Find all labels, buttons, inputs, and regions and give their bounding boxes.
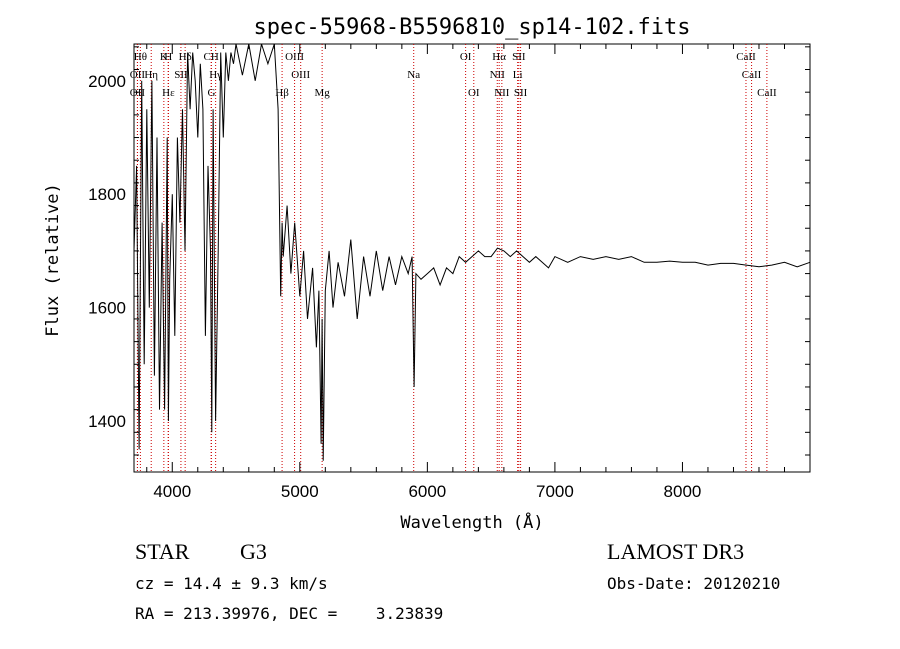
- x-tick-label: 5000: [281, 482, 319, 501]
- spectral-line-label: OIII: [291, 69, 310, 81]
- observation-date: Obs-Date: 20120210: [607, 574, 781, 593]
- y-tick-label: 1800: [88, 185, 126, 204]
- spectral-line-label: CH: [204, 51, 219, 63]
- spectral-line-label: CaII: [757, 87, 777, 99]
- coordinates: RA = 213.39976, DEC = 3.23839: [135, 604, 444, 623]
- redshift-value: cz = 14.4 ± 9.3 km/s: [135, 574, 328, 593]
- spectral-line-label: OII: [130, 69, 146, 81]
- spectral-line-label: Hβ: [275, 87, 289, 99]
- y-tick-label: 1600: [88, 299, 126, 318]
- spectral-line-label: Li: [513, 69, 523, 81]
- spectral-line-label: Hη: [144, 69, 158, 81]
- spectral-line-label: CaII: [736, 51, 756, 63]
- spectral-subclass: G3: [240, 539, 267, 564]
- x-axis-label: Wavelength (Å): [400, 511, 543, 533]
- y-tick-label: 2000: [88, 72, 126, 91]
- x-axis-ticks: 4000 5000 6000 7000 8000: [146, 44, 811, 501]
- spectral-line-label: SII: [174, 69, 188, 81]
- x-tick-label: 6000: [408, 482, 446, 501]
- spectral-line-label: G: [207, 87, 215, 99]
- spectral-line-label: NII: [494, 87, 510, 99]
- x-tick-label: 4000: [153, 482, 191, 501]
- y-axis-label: Flux (relative): [43, 183, 63, 337]
- plot-frame: [133, 43, 811, 473]
- spectral-line-label: H: [164, 51, 172, 63]
- y-tick-label: 1400: [88, 412, 126, 431]
- x-tick-label: 7000: [536, 482, 574, 501]
- spectral-line-label: OI: [460, 51, 472, 63]
- spectral-line-label: Hα: [492, 51, 506, 63]
- spectral-line-label: CaII: [742, 69, 762, 81]
- chart-title: spec-55968-B5596810_sp14-102.fits: [253, 15, 690, 40]
- spectral-line-markers: [136, 44, 768, 472]
- spectral-line-label: SII: [512, 51, 526, 63]
- spectral-line-label: Hε: [162, 87, 175, 99]
- x-tick-label: 8000: [664, 482, 702, 501]
- spectral-line-label: Hγ: [209, 69, 222, 81]
- spectrum-chart: spec-55968-B5596810_sp14-102.fits Hα Hβ Hγ…: [43, 15, 811, 533]
- spectral-line-label: Mg: [314, 87, 330, 99]
- spectral-line-label: Hθ: [134, 51, 147, 63]
- spectral-line-label: NII: [490, 69, 506, 81]
- spectral-line-label: OIII: [285, 51, 304, 63]
- spectral-line-label: OI: [468, 87, 480, 99]
- survey-name: LAMOST DR3: [607, 539, 745, 564]
- spectrum-series-line: [133, 43, 811, 461]
- object-class: STAR: [135, 539, 190, 564]
- spectral-line-label: Na: [407, 69, 420, 81]
- y-axis-ticks: 1400 1600 1800 2000: [88, 46, 810, 456]
- spectral-line-label: OII: [130, 87, 146, 99]
- spectral-line-label: Hδ: [179, 51, 192, 63]
- spectral-line-label: K: [160, 51, 168, 63]
- spectral-line-label: SII: [514, 87, 528, 99]
